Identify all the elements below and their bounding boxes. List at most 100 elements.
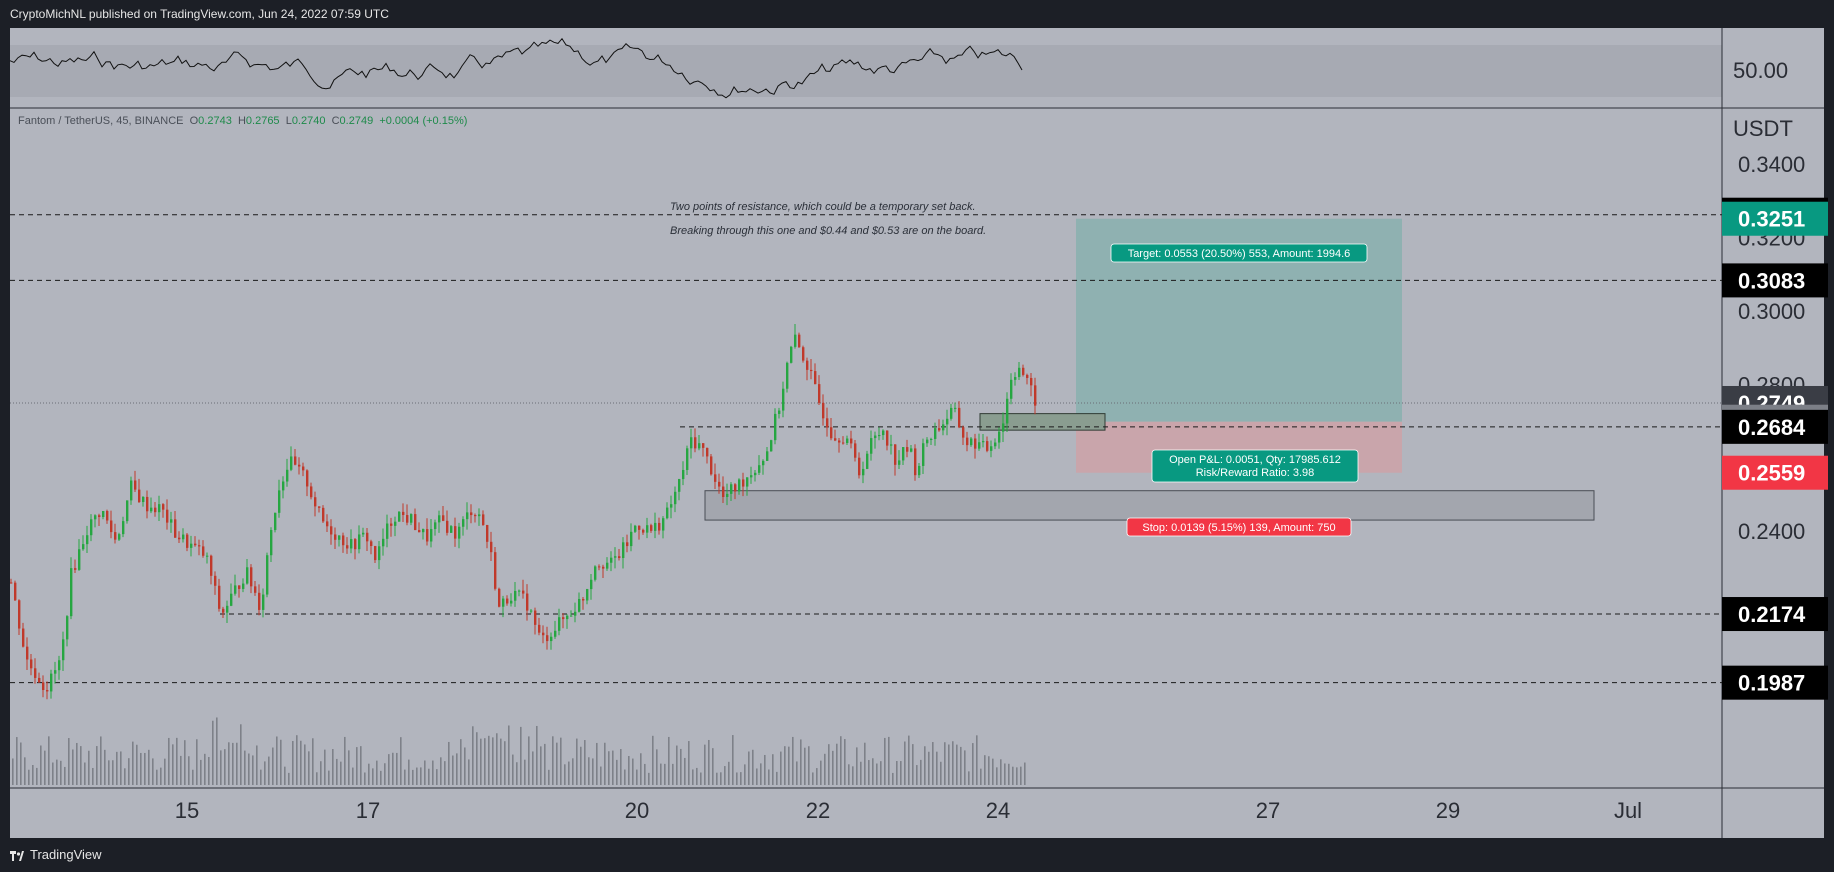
candle (362, 532, 365, 535)
candle (358, 534, 361, 550)
candle (946, 418, 949, 425)
volume-bar (548, 769, 550, 785)
volume-bar (36, 767, 38, 785)
candle (842, 442, 845, 444)
tradingview-logo-icon (10, 850, 24, 861)
annotation-line-1[interactable]: Two points of resistance, which could be… (670, 201, 976, 213)
candle (794, 334, 797, 347)
candle (258, 592, 261, 610)
candle (310, 486, 313, 498)
candle (174, 519, 177, 538)
volume-bar (356, 747, 358, 785)
candle (502, 598, 505, 607)
volume-bar (260, 769, 262, 785)
candle (966, 437, 969, 446)
volume-bar (20, 742, 22, 785)
volume-bar (304, 744, 306, 785)
candle (334, 534, 337, 540)
candle (970, 438, 973, 446)
volume-bar (720, 772, 722, 785)
volume-bar (1024, 762, 1026, 785)
candle (302, 466, 305, 471)
volume-bar (648, 772, 650, 785)
candle (406, 515, 409, 523)
volume-bar (432, 760, 434, 785)
candle (154, 507, 157, 513)
candle (854, 443, 857, 458)
volume-bar (572, 758, 574, 785)
close-value: 0.2749 (339, 115, 374, 127)
volume-bar (232, 742, 234, 785)
volume-bar (812, 772, 814, 785)
x-tick-7: Jul (1614, 798, 1642, 823)
volume-bar (256, 745, 258, 785)
support-zone-box (704, 490, 1595, 521)
volume-bar (92, 767, 94, 785)
volume-bar (420, 767, 422, 785)
volume-bar (108, 760, 110, 785)
candle (422, 529, 425, 533)
volume-bar (732, 735, 734, 785)
candle (62, 639, 65, 661)
candle (906, 447, 909, 452)
candle (534, 610, 537, 625)
volume-bar (768, 769, 770, 785)
annotation-line-2[interactable]: Breaking through this one and $0.44 and … (670, 225, 987, 237)
candle (846, 438, 849, 443)
candle (414, 514, 417, 531)
candle (182, 534, 185, 540)
volume-bar (904, 741, 906, 785)
rsi-level-label: 50.00 (1733, 58, 1788, 83)
volume-bar (704, 744, 706, 785)
candle (318, 506, 321, 508)
volume-bar (1000, 759, 1002, 785)
volume-bar (156, 769, 158, 785)
candle (726, 493, 729, 497)
volume-bar (428, 768, 430, 785)
candle (766, 451, 769, 461)
volume-bar (60, 760, 62, 785)
candle (998, 431, 1001, 443)
candle (894, 444, 897, 465)
volume-bar (440, 757, 442, 785)
volume-bar (464, 747, 466, 785)
candle (74, 568, 77, 570)
volume-bar (1020, 766, 1022, 785)
volume-bar (392, 752, 394, 785)
volume-bar (536, 725, 538, 785)
volume-bar (512, 754, 514, 785)
volume-bar (624, 769, 626, 785)
volume-bar (636, 769, 638, 785)
volume-bar (364, 772, 366, 785)
candle (242, 583, 245, 589)
volume-bar (168, 737, 170, 785)
volume-bar (980, 768, 982, 785)
volume-bar (208, 756, 210, 785)
candle (102, 510, 105, 517)
candle (130, 480, 133, 501)
volume-bar (1004, 763, 1006, 785)
volume-bar (404, 769, 406, 785)
pnl-badge-bg (1151, 449, 1359, 483)
volume-bar (952, 741, 954, 785)
volume-bar (1008, 763, 1010, 785)
candle (262, 594, 265, 610)
volume-bar (132, 741, 134, 785)
x-tick-3: 22 (806, 798, 830, 823)
volume-bar (160, 767, 162, 785)
volume-bar (784, 746, 786, 785)
volume-bar (996, 767, 998, 785)
candle (930, 438, 933, 440)
volume-bar (568, 761, 570, 785)
candle (818, 384, 821, 403)
volume-bar (456, 753, 458, 785)
candle (230, 593, 233, 606)
candle (250, 567, 253, 587)
candle (454, 526, 457, 539)
candle (410, 514, 413, 523)
price-badge-6: 0.2559 (1738, 461, 1805, 486)
candle (142, 496, 145, 503)
volume-bar (508, 725, 510, 785)
